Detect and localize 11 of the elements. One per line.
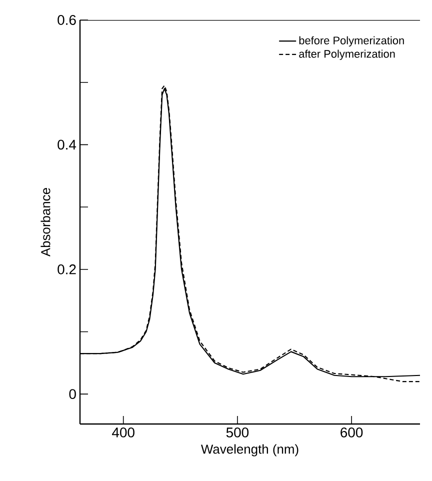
legend-label: before Polymerization xyxy=(299,36,404,47)
x-tick-label: 500 xyxy=(226,428,249,438)
legend-label: after Polymerization xyxy=(299,50,395,60)
y-axis-title: Absorbance xyxy=(40,188,50,257)
y-tick-label: 0.4 xyxy=(58,140,76,150)
x-tick-label: 400 xyxy=(112,428,134,438)
y-tick-label: 0.6 xyxy=(58,15,76,25)
y-tick-label: 0 xyxy=(69,389,76,400)
y-tick-label: 0.2 xyxy=(58,264,76,274)
x-axis-title: Wavelength (nm) xyxy=(201,444,298,456)
x-tick-label: 600 xyxy=(340,428,363,438)
